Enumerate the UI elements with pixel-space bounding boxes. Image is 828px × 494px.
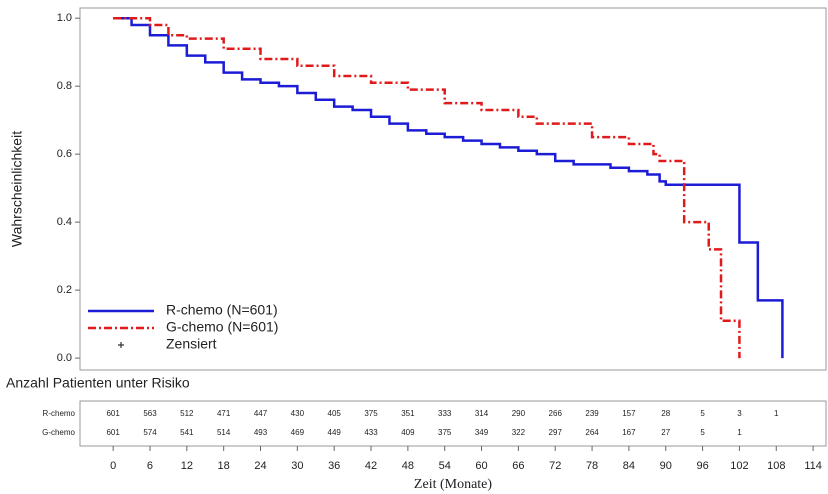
risk-count: 297 bbox=[549, 428, 563, 437]
risk-count: 493 bbox=[254, 428, 268, 437]
risk-table-frame bbox=[79, 400, 827, 447]
survival-curve bbox=[113, 16, 741, 359]
risk-row-label: G-chemo bbox=[42, 428, 75, 437]
risk-count: 574 bbox=[143, 428, 157, 437]
risk-count: 433 bbox=[364, 428, 378, 437]
y-tick-label: 0.0 bbox=[57, 352, 72, 364]
risk-count: 239 bbox=[585, 409, 599, 418]
risk-count: 449 bbox=[328, 428, 342, 437]
x-tick-label: 108 bbox=[767, 460, 785, 472]
risk-count: 1 bbox=[737, 428, 742, 437]
risk-count: 1 bbox=[774, 409, 779, 418]
x-tick-label: 102 bbox=[730, 460, 748, 472]
survival-curve bbox=[113, 16, 784, 359]
risk-count: 405 bbox=[328, 409, 342, 418]
x-tick-label: 42 bbox=[365, 460, 377, 472]
risk-count: 375 bbox=[364, 409, 378, 418]
x-tick-label: 12 bbox=[181, 460, 193, 472]
risk-count: 27 bbox=[661, 428, 670, 437]
risk-count: 409 bbox=[401, 428, 415, 437]
y-axis-title: Wahrscheinlichkeit bbox=[9, 131, 25, 247]
legend-label: Zensiert bbox=[166, 336, 217, 352]
y-tick-label: 0.8 bbox=[57, 80, 72, 92]
risk-count: 314 bbox=[475, 409, 489, 418]
risk-count: 601 bbox=[106, 409, 120, 418]
risk-count: 471 bbox=[217, 409, 231, 418]
x-tick-label: 66 bbox=[512, 460, 524, 472]
risk-table-title: Anzahl Patienten unter Risiko bbox=[6, 375, 190, 391]
x-tick-label: 36 bbox=[328, 460, 340, 472]
risk-count: 351 bbox=[401, 409, 415, 418]
risk-count: 167 bbox=[622, 428, 636, 437]
risk-count: 333 bbox=[438, 409, 452, 418]
x-tick-label: 114 bbox=[804, 460, 822, 472]
risk-count: 3 bbox=[737, 409, 742, 418]
x-tick-label: 6 bbox=[147, 460, 153, 472]
risk-count: 512 bbox=[180, 409, 194, 418]
risk-count: 514 bbox=[217, 428, 231, 437]
x-tick-label: 24 bbox=[254, 460, 266, 472]
risk-count: 5 bbox=[700, 428, 705, 437]
x-tick-label: 48 bbox=[402, 460, 414, 472]
risk-count: 541 bbox=[180, 428, 194, 437]
legend-label: R-chemo (N=601) bbox=[166, 302, 278, 318]
risk-count: 349 bbox=[475, 428, 489, 437]
x-tick-label: 60 bbox=[475, 460, 487, 472]
risk-count: 157 bbox=[622, 409, 636, 418]
x-tick-label: 72 bbox=[549, 460, 561, 472]
risk-row-label: R-chemo bbox=[43, 409, 76, 418]
risk-count: 266 bbox=[549, 409, 563, 418]
risk-count: 563 bbox=[143, 409, 157, 418]
y-tick-label: 0.6 bbox=[57, 148, 72, 160]
risk-count: 601 bbox=[106, 428, 120, 437]
x-tick-label: 30 bbox=[291, 460, 303, 472]
y-tick-label: 0.4 bbox=[57, 216, 72, 228]
risk-count: 430 bbox=[291, 409, 305, 418]
risk-count: 375 bbox=[438, 428, 452, 437]
risk-count: 290 bbox=[512, 409, 526, 418]
x-tick-label: 96 bbox=[696, 460, 708, 472]
legend-censor-marker bbox=[118, 342, 124, 348]
risk-count: 322 bbox=[512, 428, 526, 437]
risk-count: 264 bbox=[585, 428, 599, 437]
x-tick-label: 84 bbox=[623, 460, 635, 472]
legend-label: G-chemo (N=601) bbox=[166, 319, 278, 335]
x-tick-label: 90 bbox=[660, 460, 672, 472]
y-tick-label: 0.2 bbox=[57, 284, 72, 296]
y-tick-label: 1.0 bbox=[57, 12, 72, 24]
risk-count: 5 bbox=[700, 409, 705, 418]
x-axis-title: Zeit (Monate) bbox=[414, 477, 492, 492]
x-tick-label: 78 bbox=[586, 460, 598, 472]
risk-count: 447 bbox=[254, 409, 268, 418]
risk-count: 469 bbox=[291, 428, 305, 437]
x-tick-label: 54 bbox=[439, 460, 451, 472]
risk-count: 28 bbox=[661, 409, 670, 418]
x-tick-label: 18 bbox=[218, 460, 230, 472]
plot-frame bbox=[79, 7, 827, 371]
x-tick-label: 0 bbox=[110, 460, 116, 472]
